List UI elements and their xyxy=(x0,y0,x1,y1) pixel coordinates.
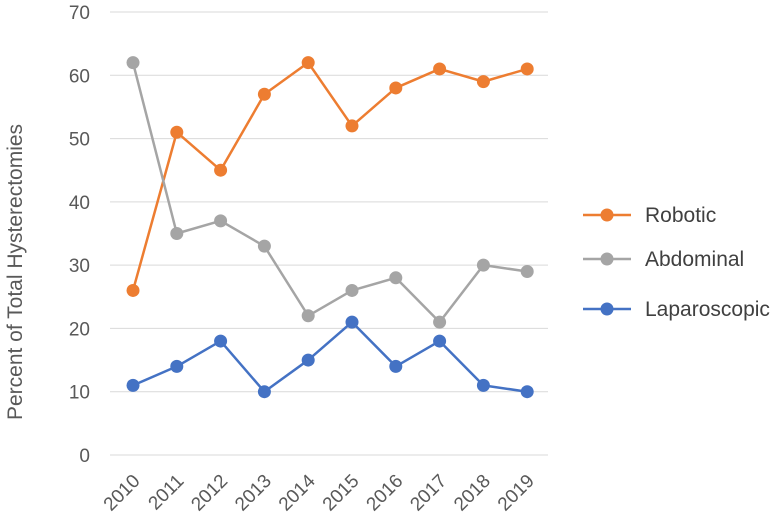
x-tick-label: 2016 xyxy=(363,471,408,516)
data-point-robotic xyxy=(126,283,140,297)
series-abdominal xyxy=(126,56,534,329)
series-laparoscopic xyxy=(126,315,534,399)
y-tick-label: 60 xyxy=(69,66,90,87)
legend-item-abdominal: Abdominal xyxy=(583,248,744,271)
data-point-abdominal xyxy=(389,271,403,285)
x-axis-ticks: 2010 2011 2012 2013 2014 2015 2016 2017 2018 2019 xyxy=(100,470,539,515)
y-tick-label: 10 xyxy=(69,383,90,404)
x-tick-label: 2011 xyxy=(145,471,189,515)
series-line-laparoscopic xyxy=(132,320,528,393)
data-point-laparoscopic xyxy=(433,334,447,348)
data-point-laparoscopic xyxy=(301,353,315,367)
x-tick-label: 2017 xyxy=(406,471,451,516)
series-robotic xyxy=(126,56,534,297)
data-point-abdominal xyxy=(476,258,490,272)
series-lines xyxy=(126,56,534,399)
x-tick-label: 2014 xyxy=(275,470,320,515)
data-point-laparoscopic xyxy=(389,359,403,373)
data-point-abdominal xyxy=(345,283,359,297)
y-tick-label: 40 xyxy=(69,193,90,214)
data-point-abdominal xyxy=(257,239,271,253)
x-tick-label: 2012 xyxy=(187,471,232,516)
data-point-laparoscopic xyxy=(257,385,271,399)
x-tick-label: 2013 xyxy=(231,471,276,516)
y-tick-label: 30 xyxy=(69,256,90,277)
legend-item-robotic: Robotic xyxy=(583,204,716,227)
data-point-laparoscopic xyxy=(476,378,490,392)
data-point-robotic xyxy=(301,56,315,70)
data-point-robotic xyxy=(389,81,403,95)
y-axis-label: Percent of Total Hysterectomies xyxy=(4,124,27,420)
data-point-robotic xyxy=(520,62,534,76)
legend-swatch-marker xyxy=(600,208,614,222)
legend-label: Abdominal xyxy=(645,248,744,271)
data-point-abdominal xyxy=(170,227,184,240)
data-point-abdominal xyxy=(214,214,228,228)
data-point-abdominal xyxy=(126,56,140,70)
data-point-abdominal xyxy=(433,315,447,329)
data-point-laparoscopic xyxy=(345,315,359,329)
y-tick-label: 50 xyxy=(69,130,90,151)
x-tick-label: 2015 xyxy=(319,471,364,516)
legend-label: Robotic xyxy=(645,204,716,227)
data-point-abdominal xyxy=(520,264,534,278)
y-tick-label: 0 xyxy=(79,446,90,467)
series-line-abdominal xyxy=(131,62,528,324)
x-tick-label: 2010 xyxy=(100,471,145,516)
data-point-robotic xyxy=(257,87,271,101)
legend-item-laparoscopic: Laparoscopic xyxy=(583,298,770,321)
y-tick-label: 20 xyxy=(69,319,90,340)
y-axis-ticks: 0 10 20 30 40 50 60 70 xyxy=(69,3,90,467)
legend-swatch-marker xyxy=(600,302,614,316)
legend-label: Laparoscopic xyxy=(645,298,770,321)
series-line-robotic xyxy=(131,61,528,291)
data-point-laparoscopic xyxy=(214,334,228,348)
data-point-abdominal xyxy=(301,309,315,323)
x-tick-label: 2018 xyxy=(450,471,495,516)
x-tick-label: 2019 xyxy=(494,471,539,516)
data-point-laparoscopic xyxy=(170,359,184,373)
legend-swatch-marker xyxy=(600,252,614,266)
legend: Robotic Abdominal Laparoscopic xyxy=(583,204,770,321)
data-point-robotic xyxy=(433,62,447,76)
data-point-laparoscopic xyxy=(126,378,140,392)
data-point-robotic xyxy=(170,125,184,139)
data-point-laparoscopic xyxy=(520,385,534,399)
data-point-robotic xyxy=(214,163,228,177)
data-point-robotic xyxy=(345,119,359,133)
y-tick-label: 70 xyxy=(69,3,90,24)
data-point-robotic xyxy=(476,75,490,89)
